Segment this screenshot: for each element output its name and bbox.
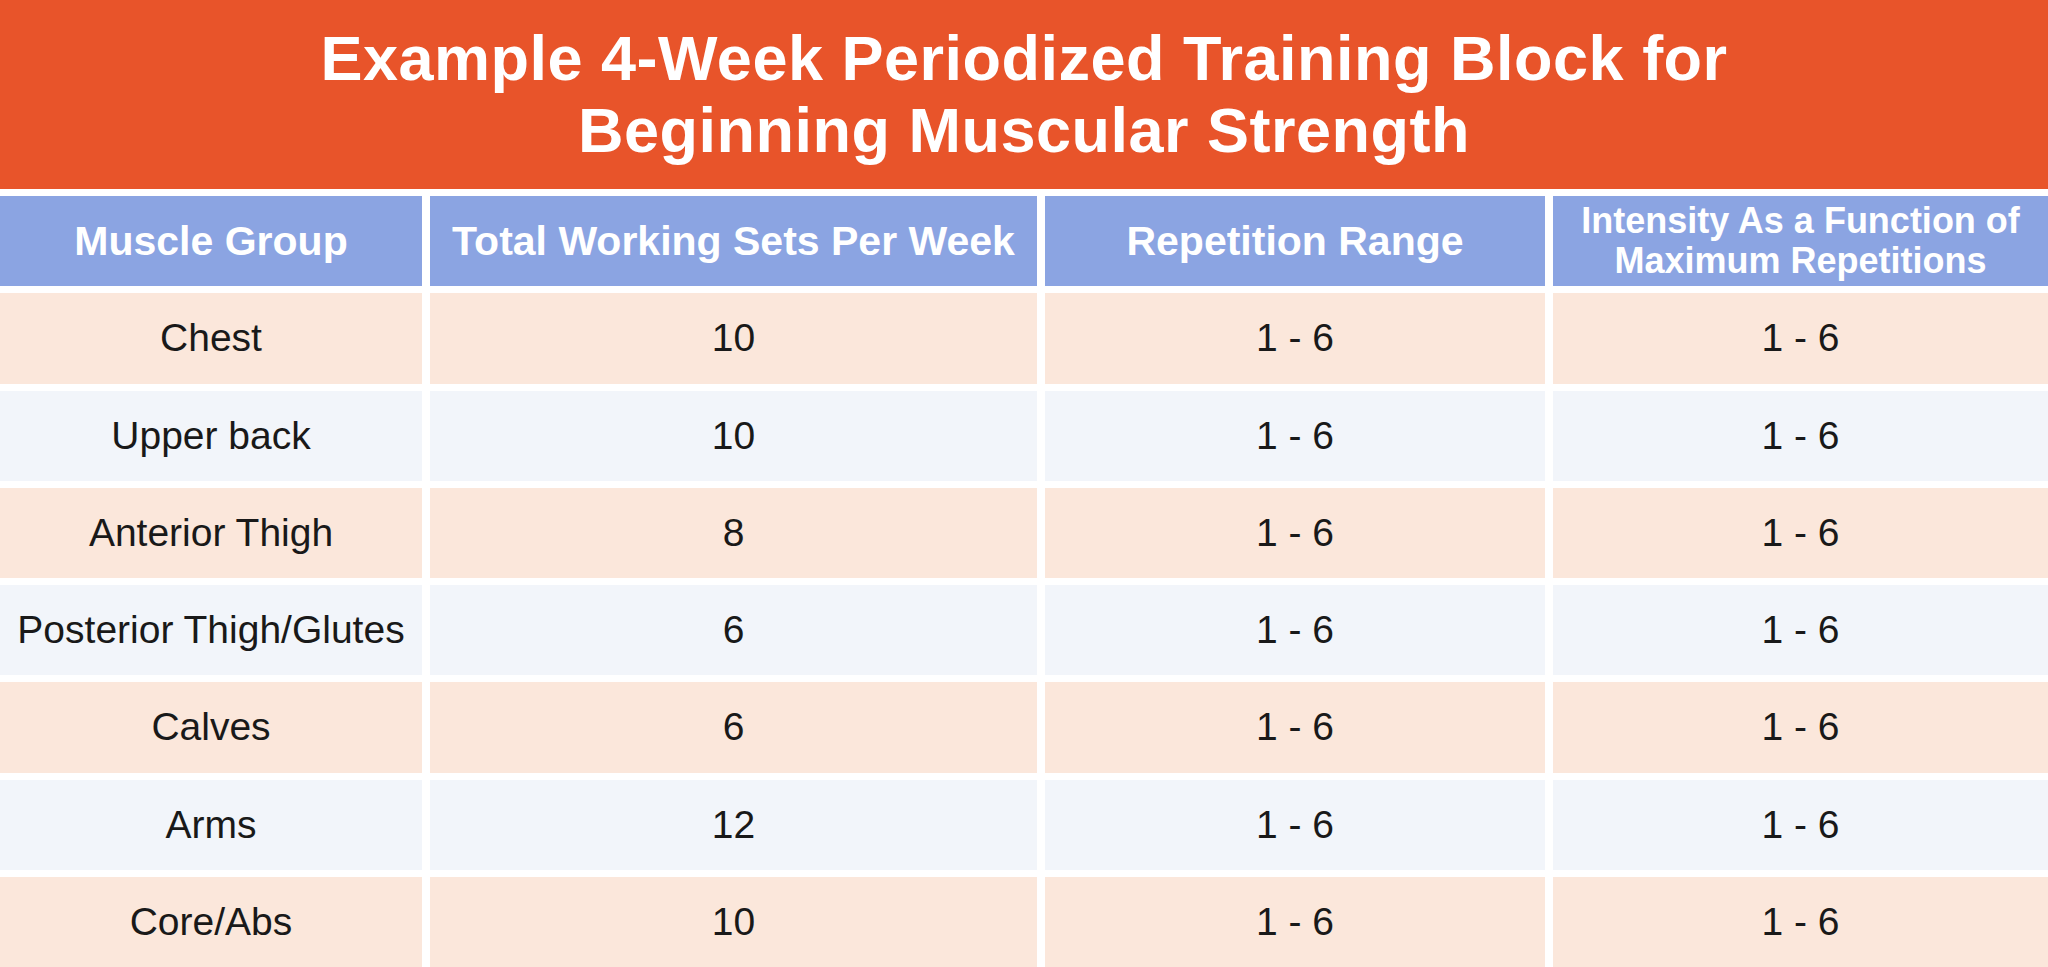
table-cell-sets-per-week: 6 bbox=[430, 682, 1037, 772]
training-block-infographic: Example 4-Week Periodized Training Block… bbox=[0, 0, 2048, 967]
column-header-muscle-group: Muscle Group bbox=[0, 196, 422, 286]
table-cell-intensity: 1 - 6 bbox=[1553, 488, 2048, 578]
title-banner: Example 4-Week Periodized Training Block… bbox=[0, 0, 2048, 189]
table-cell-repetition-range: 1 - 6 bbox=[1045, 391, 1545, 481]
table-cell-sets-per-week: 10 bbox=[430, 293, 1037, 383]
table-cell-intensity: 1 - 6 bbox=[1553, 585, 2048, 675]
table-cell-intensity: 1 - 6 bbox=[1553, 780, 2048, 870]
page-title-line-1: Example 4-Week Periodized Training Block… bbox=[320, 23, 1727, 94]
column-header-total-working-sets: Total Working Sets Per Week bbox=[430, 196, 1037, 286]
table-cell-muscle-group: Arms bbox=[0, 780, 422, 870]
table-cell-muscle-group: Upper back bbox=[0, 391, 422, 481]
table-cell-repetition-range: 1 - 6 bbox=[1045, 682, 1545, 772]
table-cell-repetition-range: 1 - 6 bbox=[1045, 877, 1545, 967]
table-cell-repetition-range: 1 - 6 bbox=[1045, 488, 1545, 578]
table-cell-muscle-group: Anterior Thigh bbox=[0, 488, 422, 578]
column-header-intensity: Intensity As a Function of Maximum Repet… bbox=[1553, 196, 2048, 286]
table-cell-intensity: 1 - 6 bbox=[1553, 391, 2048, 481]
table-cell-sets-per-week: 6 bbox=[430, 585, 1037, 675]
table-cell-intensity: 1 - 6 bbox=[1553, 293, 2048, 383]
table-cell-sets-per-week: 10 bbox=[430, 877, 1037, 967]
table-cell-sets-per-week: 8 bbox=[430, 488, 1037, 578]
table-cell-repetition-range: 1 - 6 bbox=[1045, 585, 1545, 675]
table-cell-muscle-group: Posterior Thigh/Glutes bbox=[0, 585, 422, 675]
table-cell-repetition-range: 1 - 6 bbox=[1045, 293, 1545, 383]
table-cell-sets-per-week: 10 bbox=[430, 391, 1037, 481]
page-title: Example 4-Week Periodized Training Block… bbox=[320, 23, 1727, 165]
page-title-line-2: Beginning Muscular Strength bbox=[320, 95, 1727, 166]
table-cell-muscle-group: Calves bbox=[0, 682, 422, 772]
column-header-intensity-label: Intensity As a Function of Maximum Repet… bbox=[1566, 201, 2036, 282]
table-cell-intensity: 1 - 6 bbox=[1553, 877, 2048, 967]
training-table: Muscle Group Total Working Sets Per Week… bbox=[0, 189, 2048, 967]
table-cell-intensity: 1 - 6 bbox=[1553, 682, 2048, 772]
column-header-repetition-range: Repetition Range bbox=[1045, 196, 1545, 286]
table-cell-sets-per-week: 12 bbox=[430, 780, 1037, 870]
table-cell-repetition-range: 1 - 6 bbox=[1045, 780, 1545, 870]
table-cell-muscle-group: Core/Abs bbox=[0, 877, 422, 967]
table-cell-muscle-group: Chest bbox=[0, 293, 422, 383]
